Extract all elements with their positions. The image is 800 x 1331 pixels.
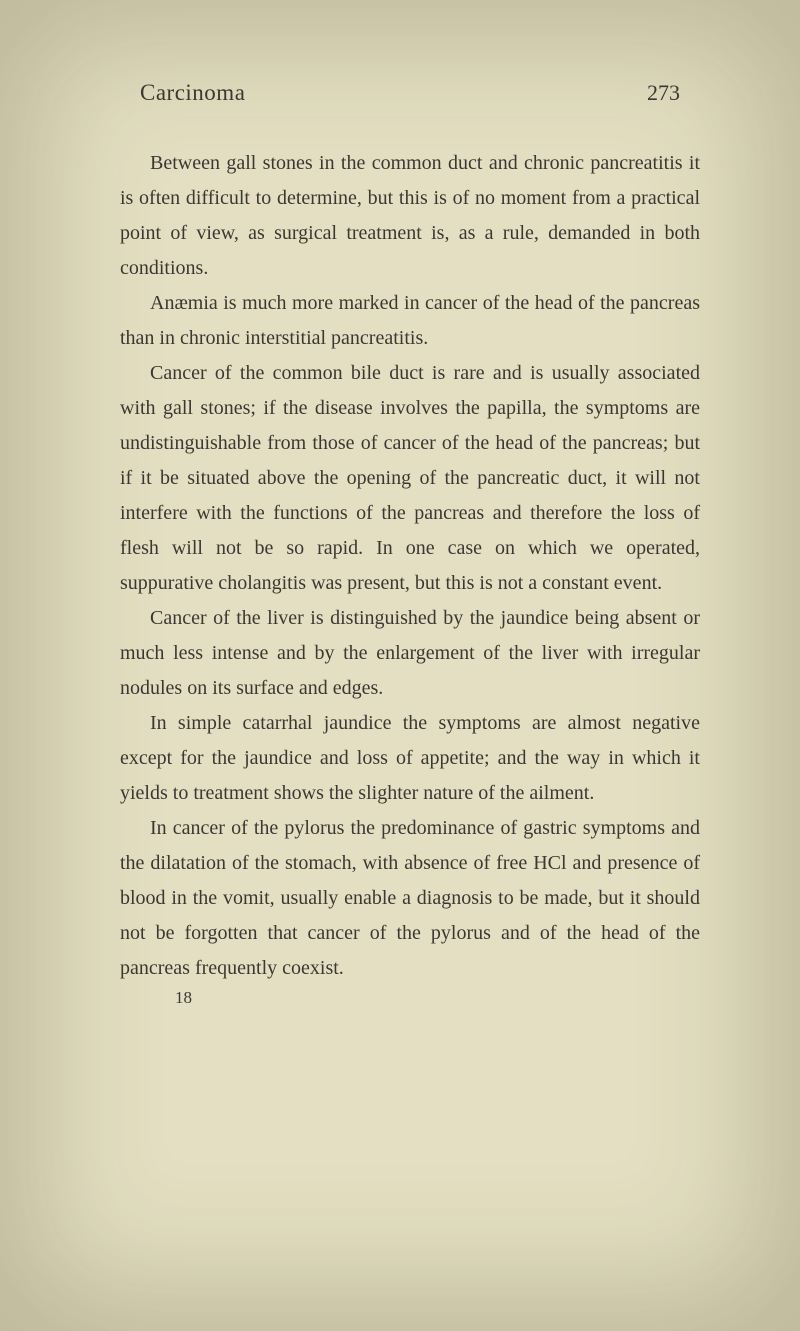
paragraph: Cancer of the liver is distinguished by … bbox=[120, 601, 700, 706]
signature-number: 18 bbox=[120, 988, 700, 1008]
paragraph: In simple catarrhal jaundice the symptom… bbox=[120, 706, 700, 811]
paragraph: Cancer of the common bile duct is rare a… bbox=[120, 356, 700, 601]
page-number: 273 bbox=[647, 80, 680, 106]
page-header: Carcinoma 273 bbox=[120, 80, 700, 106]
running-head: Carcinoma bbox=[140, 80, 245, 106]
page-container: Carcinoma 273 Between gall stones in the… bbox=[0, 0, 800, 1068]
paragraph: In cancer of the pylorus the predominanc… bbox=[120, 811, 700, 986]
body-text: Between gall stones in the common duct a… bbox=[120, 146, 700, 986]
paragraph: Between gall stones in the common duct a… bbox=[120, 146, 700, 286]
paragraph: Anæmia is much more marked in cancer of … bbox=[120, 286, 700, 356]
